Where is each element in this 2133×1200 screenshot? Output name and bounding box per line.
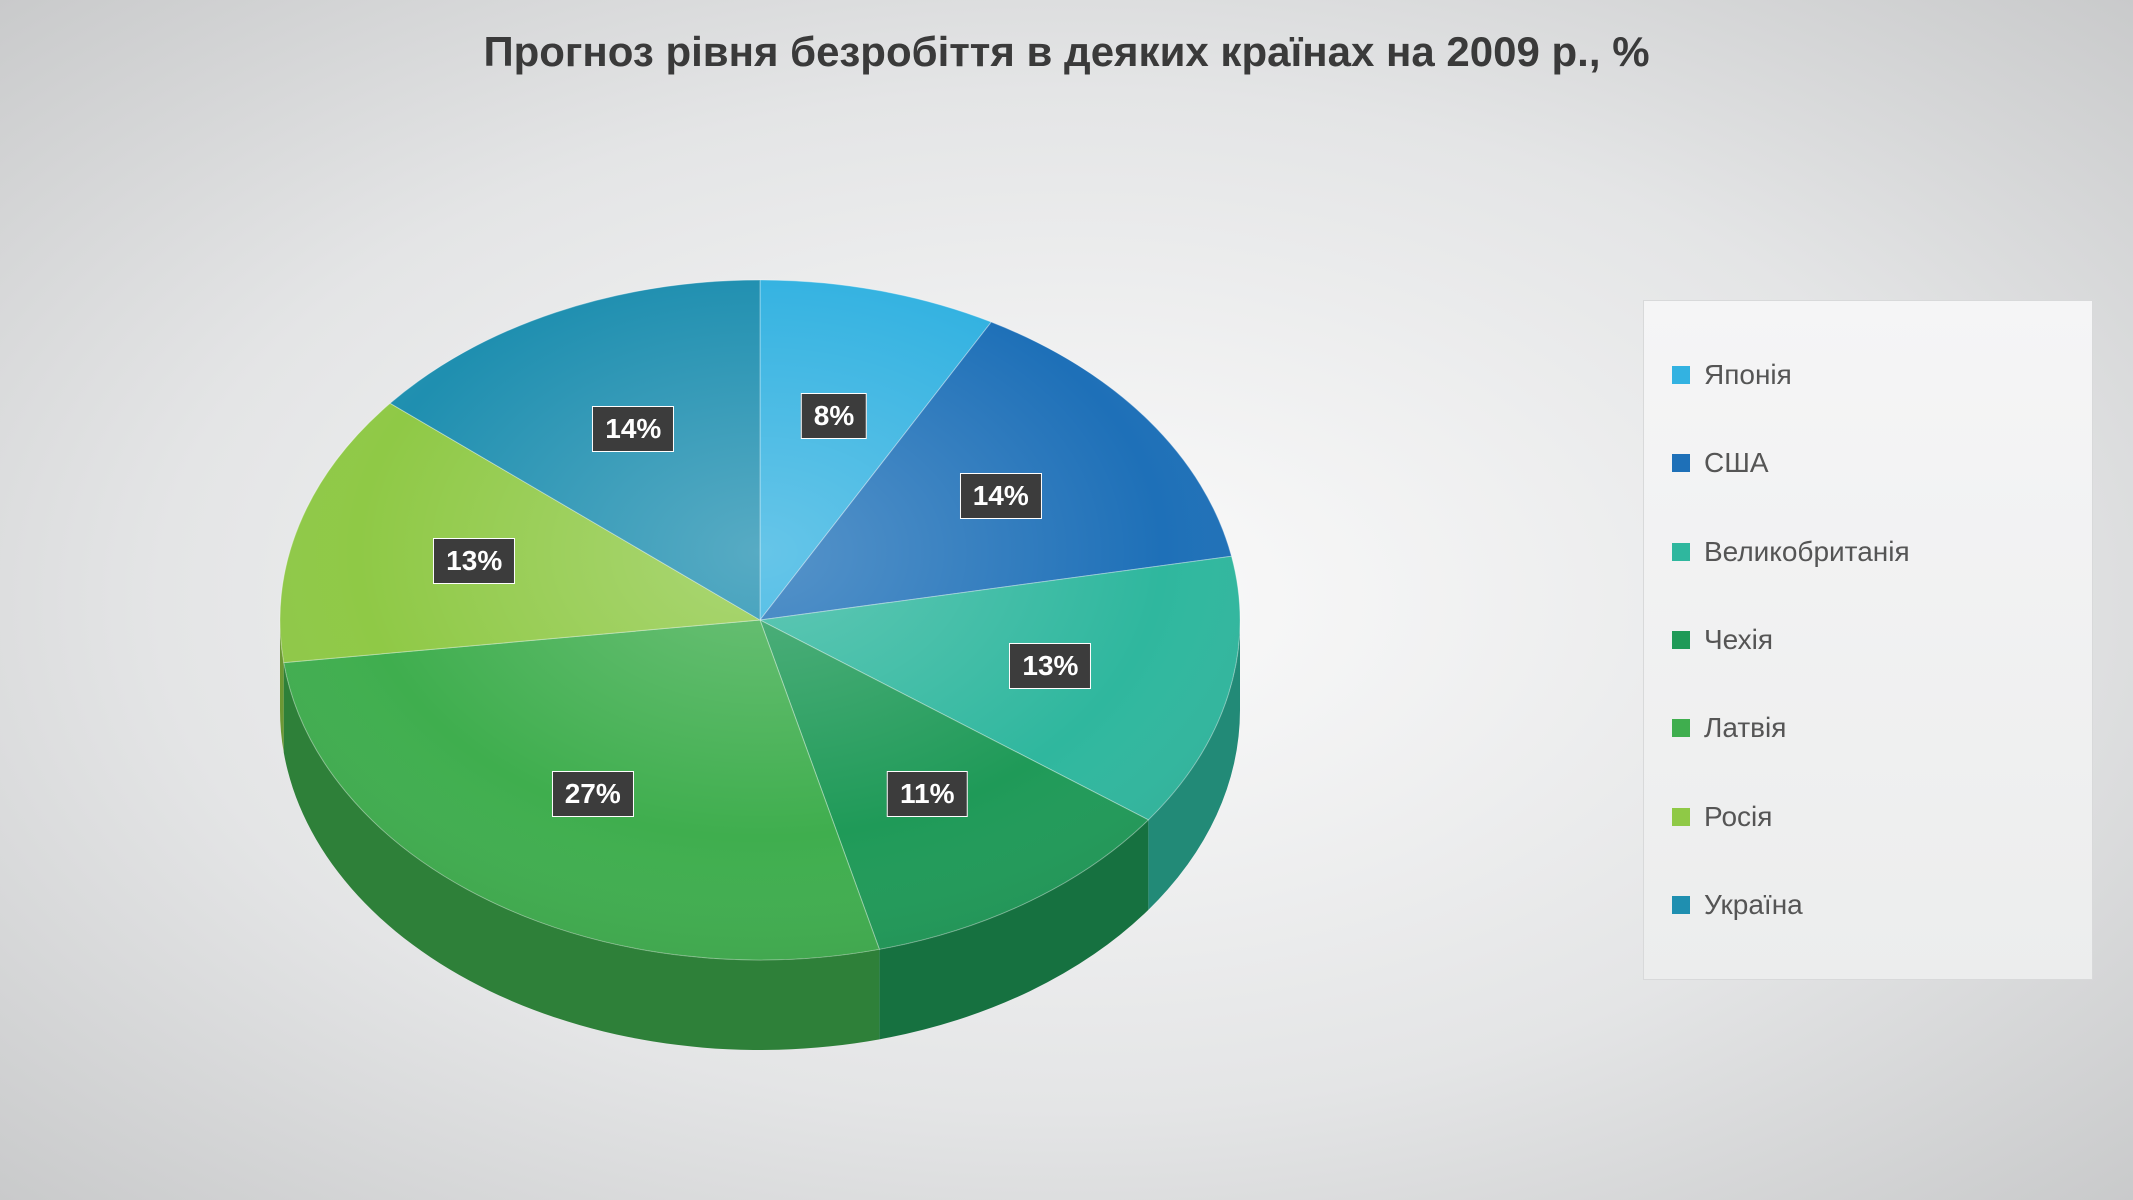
legend-item: Латвія bbox=[1672, 712, 2064, 744]
legend-label: Японія bbox=[1704, 359, 1792, 391]
legend-item: Великобританія bbox=[1672, 536, 2064, 568]
legend-item: Японія bbox=[1672, 359, 2064, 391]
slice-label: 8% bbox=[801, 393, 867, 439]
legend-label: Україна bbox=[1704, 889, 1803, 921]
chart-canvas: Прогноз рівня безробіття в деяких країна… bbox=[0, 0, 2133, 1200]
legend-label: Росія bbox=[1704, 801, 1772, 833]
pie-chart: 8% 14% 13% 11% 27% 13% 14% bbox=[160, 120, 1360, 1120]
legend-swatch bbox=[1672, 366, 1690, 384]
legend-swatch bbox=[1672, 454, 1690, 472]
slice-label: 14% bbox=[960, 473, 1042, 519]
legend-label: Великобританія bbox=[1704, 536, 1910, 568]
legend-label: Чехія bbox=[1704, 624, 1773, 656]
legend-swatch bbox=[1672, 896, 1690, 914]
legend-item: Росія bbox=[1672, 801, 2064, 833]
slice-label: 27% bbox=[552, 771, 634, 817]
legend-item: США bbox=[1672, 447, 2064, 479]
legend-swatch bbox=[1672, 631, 1690, 649]
legend-swatch bbox=[1672, 719, 1690, 737]
slice-label: 11% bbox=[887, 771, 968, 817]
legend-swatch bbox=[1672, 543, 1690, 561]
slice-label: 13% bbox=[1009, 643, 1091, 689]
legend-label: США bbox=[1704, 447, 1769, 479]
legend-swatch bbox=[1672, 808, 1690, 826]
legend-item: Україна bbox=[1672, 889, 2064, 921]
legend-item: Чехія bbox=[1672, 624, 2064, 656]
pie-svg bbox=[160, 120, 1360, 1120]
chart-title: Прогноз рівня безробіття в деяких країна… bbox=[0, 28, 2133, 76]
legend: Японія США Великобританія Чехія Латвія Росія У… bbox=[1643, 300, 2093, 980]
legend-label: Латвія bbox=[1704, 712, 1786, 744]
slice-label: 13% bbox=[433, 538, 515, 584]
slice-label: 14% bbox=[592, 406, 674, 452]
